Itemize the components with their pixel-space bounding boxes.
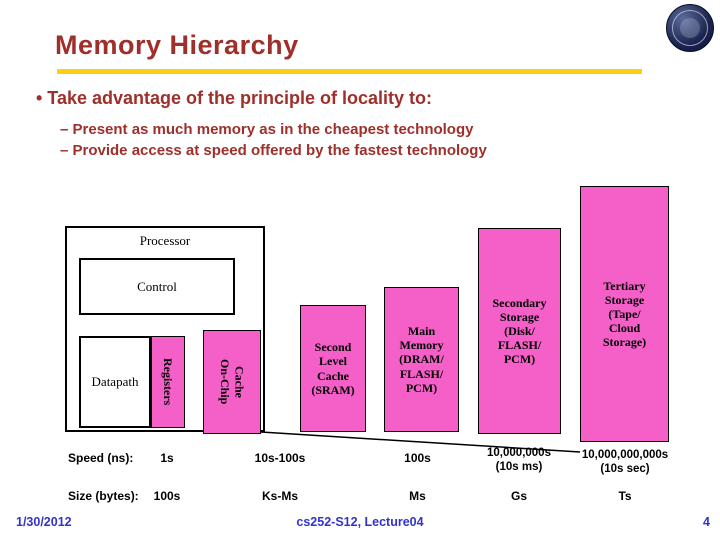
bullet-main: • Take advantage of the principle of loc… — [36, 88, 433, 108]
seal-center-icon — [680, 18, 700, 38]
page-title: Memory Hierarchy — [55, 30, 299, 60]
datapath-label: Datapath — [91, 374, 139, 389]
size-value-tertiary: Ts — [618, 489, 632, 503]
speed-row-label: Speed (ns): — [68, 451, 134, 465]
processor-label: Processor — [139, 233, 191, 248]
datapath-box: Datapath — [79, 336, 151, 428]
speed-value-main-memory: 100s — [404, 451, 431, 465]
second-level-cache-label: Second Level Cache (SRAM) — [311, 340, 355, 397]
on-chip-cache-label: On-Chip Cache — [218, 359, 247, 405]
speed-value-secondary: 10,000,000s (10s ms) — [487, 447, 551, 474]
footer-course: cs252-S12, Lecture04 — [296, 515, 424, 529]
sub-bullet-2: – Provide access at speed offered by the… — [60, 142, 487, 159]
footer-date: 1/30/2012 — [16, 515, 72, 529]
speed-value-tertiary: 10,000,000,000s (10s sec) — [581, 449, 669, 476]
control-label: Control — [137, 278, 177, 294]
secondary-storage-box: Secondary Storage (Disk/ FLASH/ PCM) — [478, 228, 561, 434]
title-underline — [57, 69, 642, 74]
control-box: Control — [79, 258, 235, 315]
registers-box: Registers — [151, 336, 185, 428]
tertiary-storage-label: Tertiary Storage (Tape/ Cloud Storage) — [602, 278, 647, 350]
speed-value-cache: 10s-100s — [254, 451, 306, 465]
size-value-secondary: Gs — [510, 489, 527, 503]
secondary-storage-label: Secondary Storage (Disk/ FLASH/ PCM) — [492, 295, 547, 367]
tertiary-storage-box: Tertiary Storage (Tape/ Cloud Storage) — [580, 186, 669, 442]
university-seal-logo — [666, 4, 714, 52]
on-chip-cache-box: On-Chip Cache — [203, 330, 261, 434]
sub-bullet-1: – Present as much memory as in the cheap… — [60, 121, 474, 138]
seal-inner-ring-icon — [672, 10, 708, 46]
footer-page-number: 4 — [703, 515, 710, 529]
size-value-registers: 100s — [153, 489, 181, 503]
size-value-main-memory: Ms — [409, 489, 426, 503]
size-row-label: Size (bytes): — [68, 489, 139, 503]
main-memory-box: Main Memory (DRAM/ FLASH/ PCM) — [384, 287, 459, 432]
registers-label: Registers — [161, 358, 176, 406]
size-value-cache: Ks-Ms — [261, 489, 298, 503]
speed-value-registers: 1s — [160, 451, 174, 465]
main-memory-label: Main Memory (DRAM/ FLASH/ PCM) — [399, 324, 444, 395]
second-level-cache-box: Second Level Cache (SRAM) — [300, 305, 366, 432]
